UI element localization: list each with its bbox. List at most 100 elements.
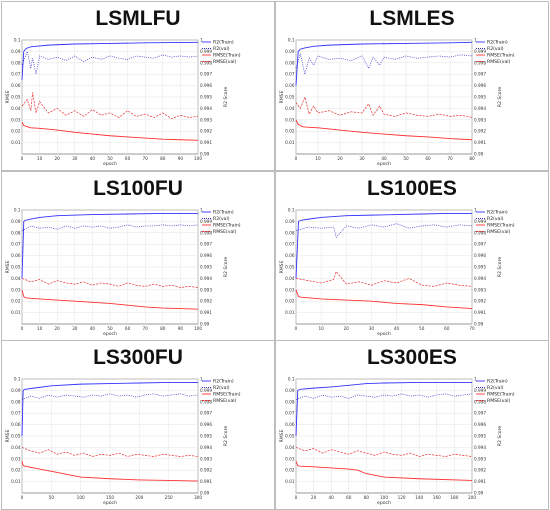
panel-title: LS300FU xyxy=(93,346,183,369)
y-right-tick-label: 0.999 xyxy=(200,49,212,54)
legend-label: RMSE(val) xyxy=(487,398,511,404)
y-tick-label: 0.02 xyxy=(11,468,21,473)
y-right-tick-label: 0.997 xyxy=(200,242,212,247)
y-right-tick-label: 0.992 xyxy=(474,129,486,134)
y-right-tick-label: 0.999 xyxy=(200,219,212,224)
x-tick-label: 20 xyxy=(337,156,343,161)
x-tick-label: 20 xyxy=(344,326,350,331)
y-right-tick-label: 0.99 xyxy=(474,491,484,496)
y-tick-label: 0.07 xyxy=(285,242,295,247)
series-line-rmse-val xyxy=(21,92,199,120)
series-line-rmse-val xyxy=(21,278,199,288)
y-right-tick-label: 0.999 xyxy=(474,49,486,54)
legend-label: R2(Train) xyxy=(487,379,508,385)
y-right-tick-label: 0.999 xyxy=(200,388,212,393)
y-tick-label: 0.02 xyxy=(11,129,21,134)
y-tick-label: 0.08 xyxy=(285,230,295,235)
x-tick-label: 80 xyxy=(364,495,370,500)
y-axis-label: RMSE xyxy=(5,429,11,442)
y-right-tick-label: 1 xyxy=(474,377,477,382)
y-tick-label: 0.05 xyxy=(285,95,295,100)
y-right-tick-label: 0.999 xyxy=(474,219,486,224)
x-tick-label: 20 xyxy=(55,326,61,331)
x-tick-label: 30 xyxy=(72,156,78,161)
legend-label: RMSE(Train) xyxy=(213,53,241,59)
x-tick-label: 200 xyxy=(135,495,143,500)
y-right-tick-label: 0.997 xyxy=(474,411,486,416)
y-tick-label: 0.1 xyxy=(14,377,21,382)
y-tick-label: 0.02 xyxy=(11,299,21,304)
legend-label: R2(Train) xyxy=(213,379,234,385)
y-right-tick-label: 0.99 xyxy=(200,491,210,496)
y-tick-label: 0.03 xyxy=(285,456,295,461)
y-right-axis-label: R2 Score xyxy=(497,87,503,108)
y-right-tick-label: 0.993 xyxy=(200,287,212,292)
y-tick-label: 0.07 xyxy=(11,72,21,77)
y-tick-label: 0.09 xyxy=(285,49,295,54)
x-tick-label: 60 xyxy=(125,156,131,161)
y-tick-label: 0.09 xyxy=(11,219,21,224)
x-tick-label: 100 xyxy=(380,495,388,500)
legend-label: RMSE(val) xyxy=(487,59,511,65)
y-tick-label: 0.01 xyxy=(11,310,21,315)
y-tick-label: 0.06 xyxy=(285,422,295,427)
y-right-tick-label: 0.991 xyxy=(474,310,486,315)
x-tick-label: 90 xyxy=(178,156,184,161)
series-line-rmse-val xyxy=(295,447,473,457)
y-right-tick-label: 0.991 xyxy=(200,140,212,145)
y-tick-label: 0.07 xyxy=(285,72,295,77)
y-tick-label: 0.07 xyxy=(285,411,295,416)
x-tick-label: 30 xyxy=(369,326,375,331)
line-chart-ls300es: 0 20 40 60 80 100 120 140 160 180 200 0.01 0.02 0.03 0… xyxy=(279,377,515,507)
x-tick-label: 100 xyxy=(194,156,202,161)
y-tick-label: 0.1 xyxy=(288,377,295,382)
y-tick-label: 0.03 xyxy=(285,117,295,122)
y-tick-label: 0.01 xyxy=(285,479,295,484)
y-tick-label: 0.06 xyxy=(11,422,21,427)
series-line-rmse-train xyxy=(295,119,473,141)
y-right-tick-label: 0.995 xyxy=(474,434,486,439)
y-tick-label: 0.06 xyxy=(11,253,21,258)
y-tick-label: 0.04 xyxy=(285,276,295,281)
y-tick-label: 0.03 xyxy=(11,287,21,292)
panel-ls300fu: LS300FU 0 50 100 150 200 250 300 0.01 0.02 0.03 0.… xyxy=(1,340,275,510)
y-tick-label: 0.04 xyxy=(11,445,21,450)
line-chart-ls100fu: 0 10 20 30 40 50 60 70 80 90 100 0.01 0.02 0.03 0.04 0.… xyxy=(5,208,241,338)
x-tick-label: 50 xyxy=(107,156,113,161)
x-axis-label: epoch xyxy=(377,331,391,337)
x-tick-label: 100 xyxy=(194,326,202,331)
y-right-tick-label: 0.99 xyxy=(200,152,210,157)
y-right-tick-label: 0.998 xyxy=(474,230,486,235)
x-tick-label: 50 xyxy=(419,326,425,331)
y-right-tick-label: 0.992 xyxy=(200,129,212,134)
series-line-r2-train xyxy=(21,212,198,279)
y-right-tick-label: 0.991 xyxy=(200,479,212,484)
y-right-tick-label: 0.99 xyxy=(474,322,484,327)
y-right-tick-label: 1 xyxy=(200,208,203,213)
x-axis-label: epoch xyxy=(103,161,117,167)
y-right-tick-label: 0.997 xyxy=(200,411,212,416)
y-right-tick-label: 0.993 xyxy=(200,117,212,122)
y-tick-label: 0.01 xyxy=(11,479,21,484)
y-right-tick-label: 1 xyxy=(474,208,477,213)
legend-label: RMSE(Train) xyxy=(487,223,515,229)
y-tick-label: 0.08 xyxy=(285,60,295,65)
y-right-tick-label: 0.994 xyxy=(200,106,212,111)
y-right-axis-label: R2 Score xyxy=(497,426,503,447)
x-tick-label: 0 xyxy=(21,156,24,161)
panel-ls100es: LS100ES 0 10 20 30 40 50 60 70 0.01 0.02 0.03 0.04 0… xyxy=(275,171,549,341)
y-right-tick-label: 0.996 xyxy=(474,422,486,427)
y-tick-label: 0.09 xyxy=(285,388,295,393)
line-chart-ls100es: 0 10 20 30 40 50 60 70 0.01 0.02 0.03 0.04 0.05 0.06 0… xyxy=(279,208,515,338)
x-tick-label: 10 xyxy=(37,326,43,331)
y-tick-label: 0.09 xyxy=(11,388,21,393)
x-tick-label: 50 xyxy=(107,326,113,331)
legend-label: R2(val) xyxy=(487,385,504,391)
y-right-tick-label: 0.998 xyxy=(474,60,486,65)
x-tick-label: 80 xyxy=(160,156,166,161)
y-right-tick-label: 0.992 xyxy=(200,299,212,304)
x-tick-label: 140 xyxy=(415,495,423,500)
y-right-tick-label: 0.993 xyxy=(474,287,486,292)
panel-lsmlfu: LSMLFU 0 10 20 30 40 50 60 70 80 90 100 0.01 0.02 0.0… xyxy=(1,1,275,171)
y-right-tick-label: 0.998 xyxy=(200,230,212,235)
